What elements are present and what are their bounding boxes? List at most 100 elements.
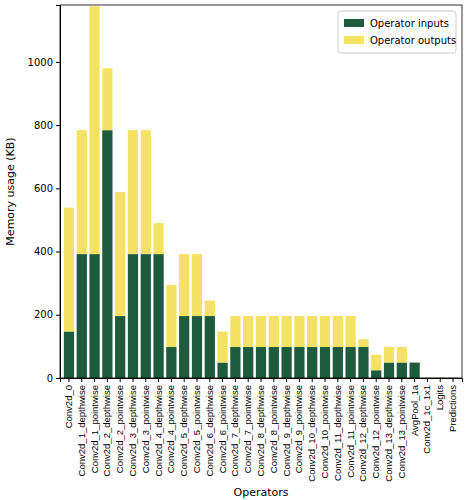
x-tick: Conv2d_3_pointwise xyxy=(140,378,151,473)
x-tick-label: Conv2d_13_depthwise xyxy=(383,385,394,482)
bar xyxy=(230,347,240,378)
x-tick-mark xyxy=(350,378,351,382)
bar xyxy=(205,301,215,316)
bar xyxy=(217,363,227,378)
bar xyxy=(281,347,291,378)
x-tick: Conv2d_4_depthwise xyxy=(153,378,164,476)
y-tick: 200 xyxy=(34,309,60,320)
x-tick-label: Conv2d_5_pointwise xyxy=(191,385,202,473)
bar xyxy=(333,316,343,347)
x-tick: Conv2d_10_pointwise xyxy=(319,378,330,478)
series-bars xyxy=(64,130,458,378)
x-tick: Conv2d_11_pointwise xyxy=(345,378,356,478)
y-tick-mark xyxy=(56,125,60,126)
legend-entry: Operator inputs xyxy=(344,18,449,29)
x-tick-mark xyxy=(132,378,133,382)
x-tick: Conv2d_1_depthwise xyxy=(76,378,87,476)
bar xyxy=(320,316,330,347)
x-tick-mark xyxy=(145,378,146,382)
y-tick-label: 400 xyxy=(34,246,53,257)
y-axis-line xyxy=(56,6,61,379)
plot-area: 02004006008001000Conv2d_0Conv2d_1_depthw… xyxy=(28,5,463,482)
x-tick-mark xyxy=(235,378,236,382)
bar xyxy=(77,254,87,378)
bar xyxy=(294,316,304,347)
x-tick-mark xyxy=(273,378,274,382)
x-tick-label: Conv2d_1_depthwise xyxy=(76,385,87,476)
bar xyxy=(281,316,291,347)
x-tick-mark xyxy=(325,378,326,382)
x-tick: Conv2d_7_pointwise xyxy=(242,378,253,473)
x-tick: Conv2d_7_depthwise xyxy=(229,378,240,476)
x-tick: Conv2d_1_pointwise xyxy=(89,378,100,473)
y-axis-title: Memory usage (KB) xyxy=(4,137,17,245)
x-tick-mark xyxy=(120,378,121,382)
x-axis-title: Operators xyxy=(234,486,289,499)
y-tick: 1000 xyxy=(28,57,60,68)
x-tick: Conv2d_10_depthwise xyxy=(306,378,317,482)
bar xyxy=(205,316,215,378)
x-tick: Conv2d_13_depthwise xyxy=(383,378,394,482)
bar xyxy=(243,347,253,378)
bar xyxy=(269,347,279,378)
bar xyxy=(153,223,163,254)
x-tick-mark xyxy=(158,378,159,382)
x-tick-label: Conv2d_9_pointwise xyxy=(293,385,304,473)
x-tick: Conv2d_5_pointwise xyxy=(191,378,202,473)
bar xyxy=(345,316,355,347)
bar xyxy=(141,130,151,254)
bar xyxy=(397,347,407,362)
x-tick-label: Conv2d_11_depthwise xyxy=(332,385,343,481)
x-tick-label: AvgPool_1a xyxy=(409,384,420,436)
x-tick-mark xyxy=(401,378,402,382)
bar xyxy=(89,254,99,378)
bar xyxy=(320,347,330,378)
bar xyxy=(384,347,394,362)
bar xyxy=(166,285,176,347)
x-tick-label: Conv2d_6_pointwise xyxy=(217,385,228,473)
y-tick-label: 600 xyxy=(34,183,53,194)
bar xyxy=(128,254,138,378)
y-axis: 02004006008001000 xyxy=(28,6,61,384)
y-tick: 600 xyxy=(34,183,60,194)
bar xyxy=(192,316,202,378)
x-tick: Conv2d_12_depthwise xyxy=(357,378,368,482)
x-tick: Conv2d_8_depthwise xyxy=(255,378,266,476)
x-tick-mark xyxy=(184,378,185,382)
x-tick: Conv2d_6_depthwise xyxy=(204,378,215,476)
legend-swatch xyxy=(344,19,364,27)
x-tick-label: Conv2d_9_depthwise xyxy=(281,385,292,476)
bar xyxy=(153,254,163,378)
x-tick: Conv2d_9_pointwise xyxy=(293,378,304,473)
x-tick-mark xyxy=(222,378,223,382)
x-tick-label: Conv2d_12_depthwise xyxy=(357,385,368,482)
bar xyxy=(358,339,368,347)
x-tick-label: Conv2d_4_pointwise xyxy=(165,385,176,473)
x-tick-label: Conv2d_5_depthwise xyxy=(178,385,189,476)
x-tick: Conv2d_0 xyxy=(63,378,74,428)
x-tick-label: Conv2d_8_pointwise xyxy=(268,385,279,473)
bar xyxy=(217,332,227,363)
x-tick-mark xyxy=(196,378,197,382)
x-tick: Conv2d_6_pointwise xyxy=(217,378,228,473)
y-tick-mark xyxy=(56,188,60,189)
legend-box xyxy=(338,11,456,53)
x-tick-label: Conv2d_10_pointwise xyxy=(319,385,330,478)
x-tick-label: Conv2d_6_depthwise xyxy=(204,385,215,476)
bar xyxy=(256,347,266,378)
x-tick-mark xyxy=(94,378,95,382)
x-tick-label: Conv2d_3_pointwise xyxy=(140,385,151,473)
bar xyxy=(230,316,240,347)
y-tick-label: 800 xyxy=(34,120,53,131)
y-tick-mark xyxy=(56,62,60,63)
bar xyxy=(115,192,125,316)
y-tick-label: 1000 xyxy=(28,57,53,68)
x-tick-mark xyxy=(261,378,262,382)
x-tick-mark xyxy=(363,378,364,382)
x-tick-mark xyxy=(248,378,249,382)
bar xyxy=(128,130,138,254)
bar xyxy=(179,254,189,316)
bars xyxy=(64,6,458,378)
x-tick-mark xyxy=(312,378,313,382)
bar xyxy=(384,363,394,378)
